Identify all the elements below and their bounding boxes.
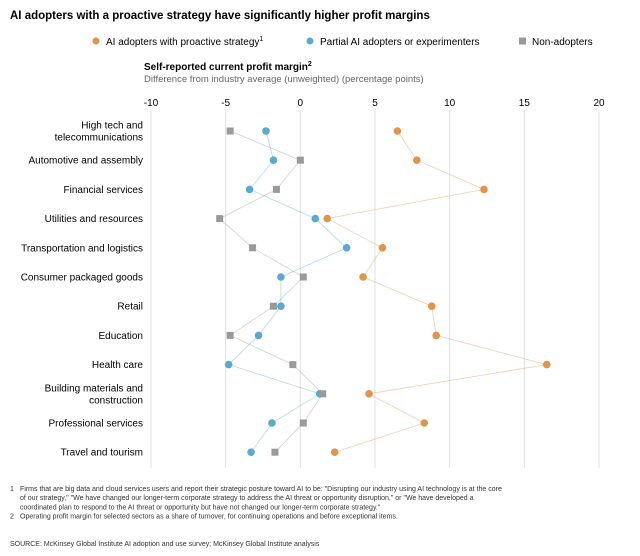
x-tick-label: 10: [444, 98, 456, 109]
data-point-non: [319, 390, 327, 398]
x-tick-label: -10: [144, 98, 159, 109]
category-label: Utilities and resources: [45, 214, 143, 225]
category-label: Professional services: [49, 419, 143, 430]
data-point-partial: [277, 273, 285, 281]
data-point-partial: [311, 214, 320, 223]
data-point-non: [249, 244, 257, 252]
category-label: Health care: [92, 360, 144, 371]
x-tick-label: 0: [298, 98, 304, 109]
data-point-proactive: [413, 156, 421, 164]
data-point-non: [299, 419, 307, 427]
series-line-proactive: [325, 130, 547, 453]
data-point-proactive: [432, 331, 441, 340]
data-point-partial: [269, 156, 278, 164]
footnote-text: Operating profit margin for selected sec…: [20, 514, 398, 521]
x-tick-label: 15: [519, 98, 531, 109]
footnotes: 1 Firms that are big data and cloud servi…: [10, 486, 502, 521]
chart-title: AI adopters with a proactive strategy ha…: [10, 10, 430, 22]
footnote-text: of our strategy," "We have changed our l…: [20, 495, 474, 502]
data-point-non: [299, 273, 307, 281]
data-point-proactive: [359, 273, 367, 281]
legend-label-proactive: AI adopters with proactive strategy1: [106, 36, 263, 48]
data-point-proactive: [330, 448, 339, 457]
x-tick-label: 5: [372, 98, 378, 109]
data-point-proactive: [365, 390, 373, 398]
source-note: SOURCE: McKinsey Global Institute AI ado…: [10, 541, 320, 548]
category-label: Travel and tourism: [61, 448, 143, 459]
data-point-partial: [245, 185, 254, 194]
data-point-partial: [247, 448, 255, 457]
x-tick-label: -5: [221, 98, 230, 109]
legend-label-non: Non-adopters: [532, 37, 593, 48]
footnote-text: coordinated plan to respond to the AI th…: [20, 504, 381, 511]
category-label: Education: [99, 331, 143, 342]
axis-title: Self-reported current profit margin2: [144, 61, 312, 73]
data-point-proactive: [420, 419, 429, 427]
x-tick-label: 20: [593, 98, 605, 109]
axis-subtitle: Difference from industry average (unweig…: [144, 74, 424, 85]
plot-area: -10 -5 0 5 10 15 20 High tech and telecommunicat…: [21, 98, 605, 468]
data-point-proactive: [542, 360, 551, 369]
category-label: Consumer packaged goods: [21, 273, 143, 284]
legend-marker-non: [519, 37, 526, 45]
data-point-partial: [277, 302, 285, 311]
data-point-proactive: [427, 302, 436, 311]
legend-marker-proactive: [92, 37, 100, 45]
data-point-partial: [268, 419, 276, 427]
data-point-non: [272, 185, 280, 193]
data-point-non: [216, 215, 224, 223]
category-label: Automotive and assembly: [28, 156, 143, 167]
legend-label-partial: Partial AI adopters or experimenters: [320, 37, 480, 48]
data-point-non: [226, 127, 234, 135]
data-point-proactive: [378, 244, 387, 252]
category-label: Transportation and logistics: [21, 243, 143, 254]
data-point-partial: [262, 127, 270, 135]
data-point-non: [296, 156, 304, 164]
legend: AI adopters with proactive strategy1 Par…: [92, 36, 593, 48]
data-point-non: [271, 448, 279, 456]
category-label: Financial services: [64, 185, 143, 196]
data-point-partial: [342, 244, 351, 252]
data-point-non: [269, 302, 277, 310]
series-line-partial: [227, 130, 348, 453]
data-point-partial: [224, 360, 233, 369]
category-label: High tech and telecommunications: [55, 121, 143, 144]
data-point-proactive: [480, 185, 488, 194]
category-label: Retail: [117, 302, 143, 313]
category-label: Building materials and construction: [45, 383, 143, 406]
footnote-number: 2: [10, 514, 14, 521]
footnote-number: 1: [10, 486, 14, 493]
footnote-text: Firms that are big data and cloud servic…: [20, 486, 502, 493]
data-point-non: [226, 331, 234, 339]
data-point-partial: [254, 331, 263, 340]
legend-marker-partial: [306, 37, 314, 45]
series-line-non: [218, 130, 324, 453]
data-point-proactive: [393, 127, 402, 135]
data-point-non: [289, 361, 297, 369]
data-point-proactive: [323, 214, 332, 223]
